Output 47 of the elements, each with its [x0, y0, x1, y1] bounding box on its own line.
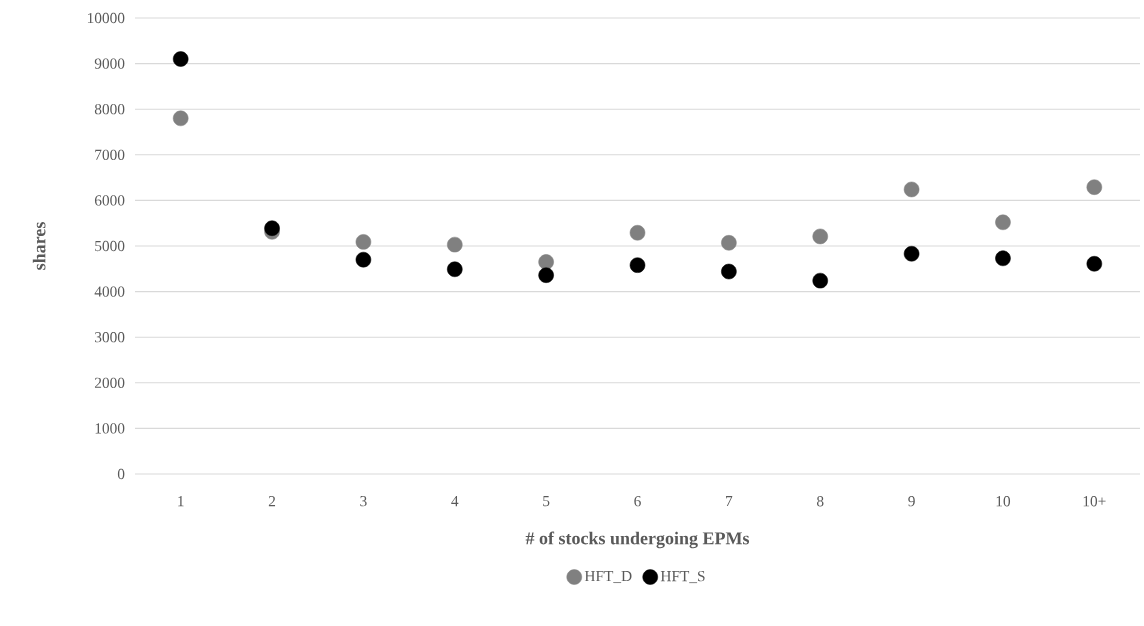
point	[447, 236, 463, 253]
point	[812, 272, 828, 289]
y-tick-label: 9000	[94, 58, 125, 69]
x-tick-label: 2	[268, 496, 276, 507]
point	[172, 110, 189, 127]
point	[447, 261, 463, 277]
legend-label: HFT_D	[584, 571, 632, 584]
x-tick-label: 1	[178, 496, 184, 507]
x-tick-label: 5	[543, 496, 550, 507]
y-tick-label: 2000	[94, 377, 125, 388]
y-tick-label: 10000	[87, 12, 125, 24]
point	[721, 263, 737, 280]
y-tick-label: 0	[117, 468, 125, 480]
point	[995, 214, 1011, 231]
x-tick-label: 7	[726, 496, 733, 507]
x-axis-title: # of stocks undergoing EPMs	[525, 531, 750, 549]
x-tick-label: 10	[996, 496, 1011, 507]
point	[629, 257, 646, 273]
y-tick-label: 7000	[95, 149, 125, 160]
y-axis-title: shares	[32, 222, 46, 270]
point	[903, 246, 920, 262]
point	[995, 250, 1011, 267]
x-tick-label: 9	[908, 496, 915, 507]
point	[172, 51, 189, 67]
y-tick-label: 5000	[95, 240, 125, 252]
point	[629, 225, 646, 241]
x-tick-label: 6	[634, 496, 641, 507]
point	[538, 254, 554, 270]
x-tick-label: 8	[816, 496, 824, 507]
point	[538, 267, 554, 283]
y-tick-label: 3000	[95, 332, 125, 343]
x-tick-label: 4	[451, 496, 459, 507]
point	[812, 228, 828, 245]
y-tick-label: 1000	[95, 423, 125, 434]
point	[903, 181, 920, 198]
point	[1086, 179, 1103, 195]
x-tick-label: 3	[360, 496, 367, 507]
point	[264, 220, 280, 236]
point	[721, 235, 737, 251]
point	[355, 234, 372, 250]
point	[355, 251, 372, 268]
y-tick-label: 8000	[94, 104, 125, 115]
x-tick-label: 10+	[1083, 496, 1106, 507]
y-tick-label: 4000	[94, 286, 125, 297]
legend-label: HFT_S	[660, 570, 705, 584]
y-tick-label: 6000	[94, 195, 125, 206]
point	[1086, 256, 1103, 272]
